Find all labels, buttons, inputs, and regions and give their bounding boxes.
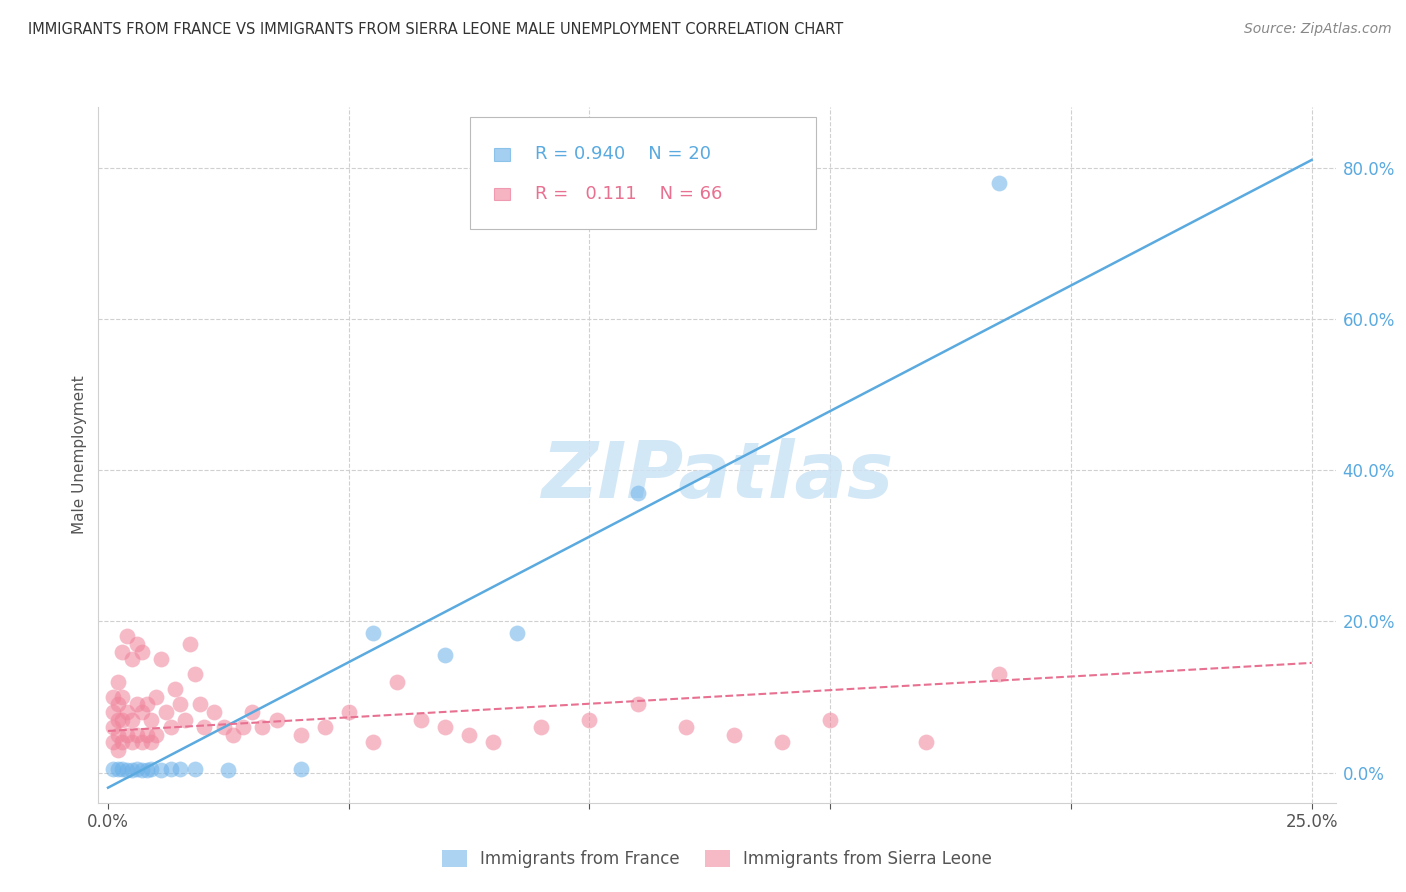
Point — [117, 763, 139, 777]
Point — [188, 698, 211, 712]
Point — [337, 705, 360, 719]
Point — [131, 644, 153, 658]
Point — [107, 698, 129, 712]
Point — [530, 720, 553, 734]
Text: IMMIGRANTS FROM FRANCE VS IMMIGRANTS FROM SIERRA LEONE MALE UNEMPLOYMENT CORRELA: IMMIGRANTS FROM FRANCE VS IMMIGRANTS FRO… — [28, 22, 844, 37]
Point — [179, 637, 201, 651]
Text: ZIPatlas: ZIPatlas — [541, 438, 893, 514]
Legend: Immigrants from France, Immigrants from Sierra Leone: Immigrants from France, Immigrants from … — [436, 843, 998, 874]
Point — [107, 674, 129, 689]
Point — [101, 720, 124, 734]
Point — [107, 713, 129, 727]
Point — [409, 713, 432, 727]
Point — [125, 637, 148, 651]
Point — [145, 728, 167, 742]
Y-axis label: Male Unemployment: Male Unemployment — [72, 376, 87, 534]
Point — [169, 762, 191, 776]
Point — [150, 652, 173, 666]
Point — [111, 713, 134, 727]
Point — [290, 762, 312, 776]
Point — [107, 728, 129, 742]
Point — [135, 764, 157, 778]
FancyBboxPatch shape — [470, 118, 815, 229]
Point — [121, 713, 143, 727]
Point — [101, 762, 124, 776]
Point — [183, 762, 205, 776]
Point — [232, 720, 254, 734]
Point — [222, 728, 245, 742]
Point — [290, 728, 312, 742]
Point — [217, 763, 239, 777]
Point — [159, 720, 181, 734]
Point — [111, 762, 134, 776]
Point — [111, 644, 134, 658]
Point — [131, 735, 153, 749]
Point — [150, 763, 173, 777]
Point — [125, 698, 148, 712]
Point — [101, 690, 124, 704]
Point — [578, 713, 600, 727]
Point — [627, 485, 650, 500]
Point — [818, 713, 841, 727]
Point — [458, 728, 481, 742]
Point — [314, 720, 336, 734]
Text: R =   0.111    N = 66: R = 0.111 N = 66 — [536, 185, 723, 203]
Point — [131, 705, 153, 719]
Point — [155, 705, 177, 719]
Point — [159, 762, 181, 776]
Point — [117, 728, 139, 742]
Point — [125, 762, 148, 776]
Point — [434, 648, 457, 663]
Text: Source: ZipAtlas.com: Source: ZipAtlas.com — [1244, 22, 1392, 37]
Point — [125, 728, 148, 742]
Point — [121, 735, 143, 749]
Point — [506, 625, 529, 640]
Point — [141, 713, 163, 727]
Point — [107, 743, 129, 757]
Point — [141, 762, 163, 776]
Point — [212, 720, 235, 734]
Point — [121, 652, 143, 666]
Point — [135, 728, 157, 742]
FancyBboxPatch shape — [495, 148, 510, 161]
Point — [915, 735, 938, 749]
Point — [111, 735, 134, 749]
Point — [169, 698, 191, 712]
Point — [385, 674, 408, 689]
Point — [135, 698, 157, 712]
Point — [165, 682, 187, 697]
Point — [183, 667, 205, 681]
Point — [361, 625, 384, 640]
Text: R = 0.940    N = 20: R = 0.940 N = 20 — [536, 145, 711, 163]
Point — [987, 667, 1010, 681]
Point — [107, 762, 129, 776]
Point — [101, 705, 124, 719]
Point — [723, 728, 745, 742]
Point — [250, 720, 273, 734]
Point — [482, 735, 505, 749]
Point — [174, 713, 197, 727]
Point — [770, 735, 793, 749]
Point — [675, 720, 697, 734]
Point — [141, 735, 163, 749]
Point — [121, 764, 143, 778]
Point — [627, 698, 650, 712]
Point — [101, 735, 124, 749]
FancyBboxPatch shape — [495, 187, 510, 201]
Point — [202, 705, 225, 719]
Point — [193, 720, 215, 734]
Point — [117, 705, 139, 719]
Point — [266, 713, 288, 727]
Point — [242, 705, 264, 719]
Point — [434, 720, 457, 734]
Point — [361, 735, 384, 749]
Point — [131, 763, 153, 777]
Point — [145, 690, 167, 704]
Point — [111, 690, 134, 704]
Point — [117, 629, 139, 643]
Point — [987, 176, 1010, 190]
